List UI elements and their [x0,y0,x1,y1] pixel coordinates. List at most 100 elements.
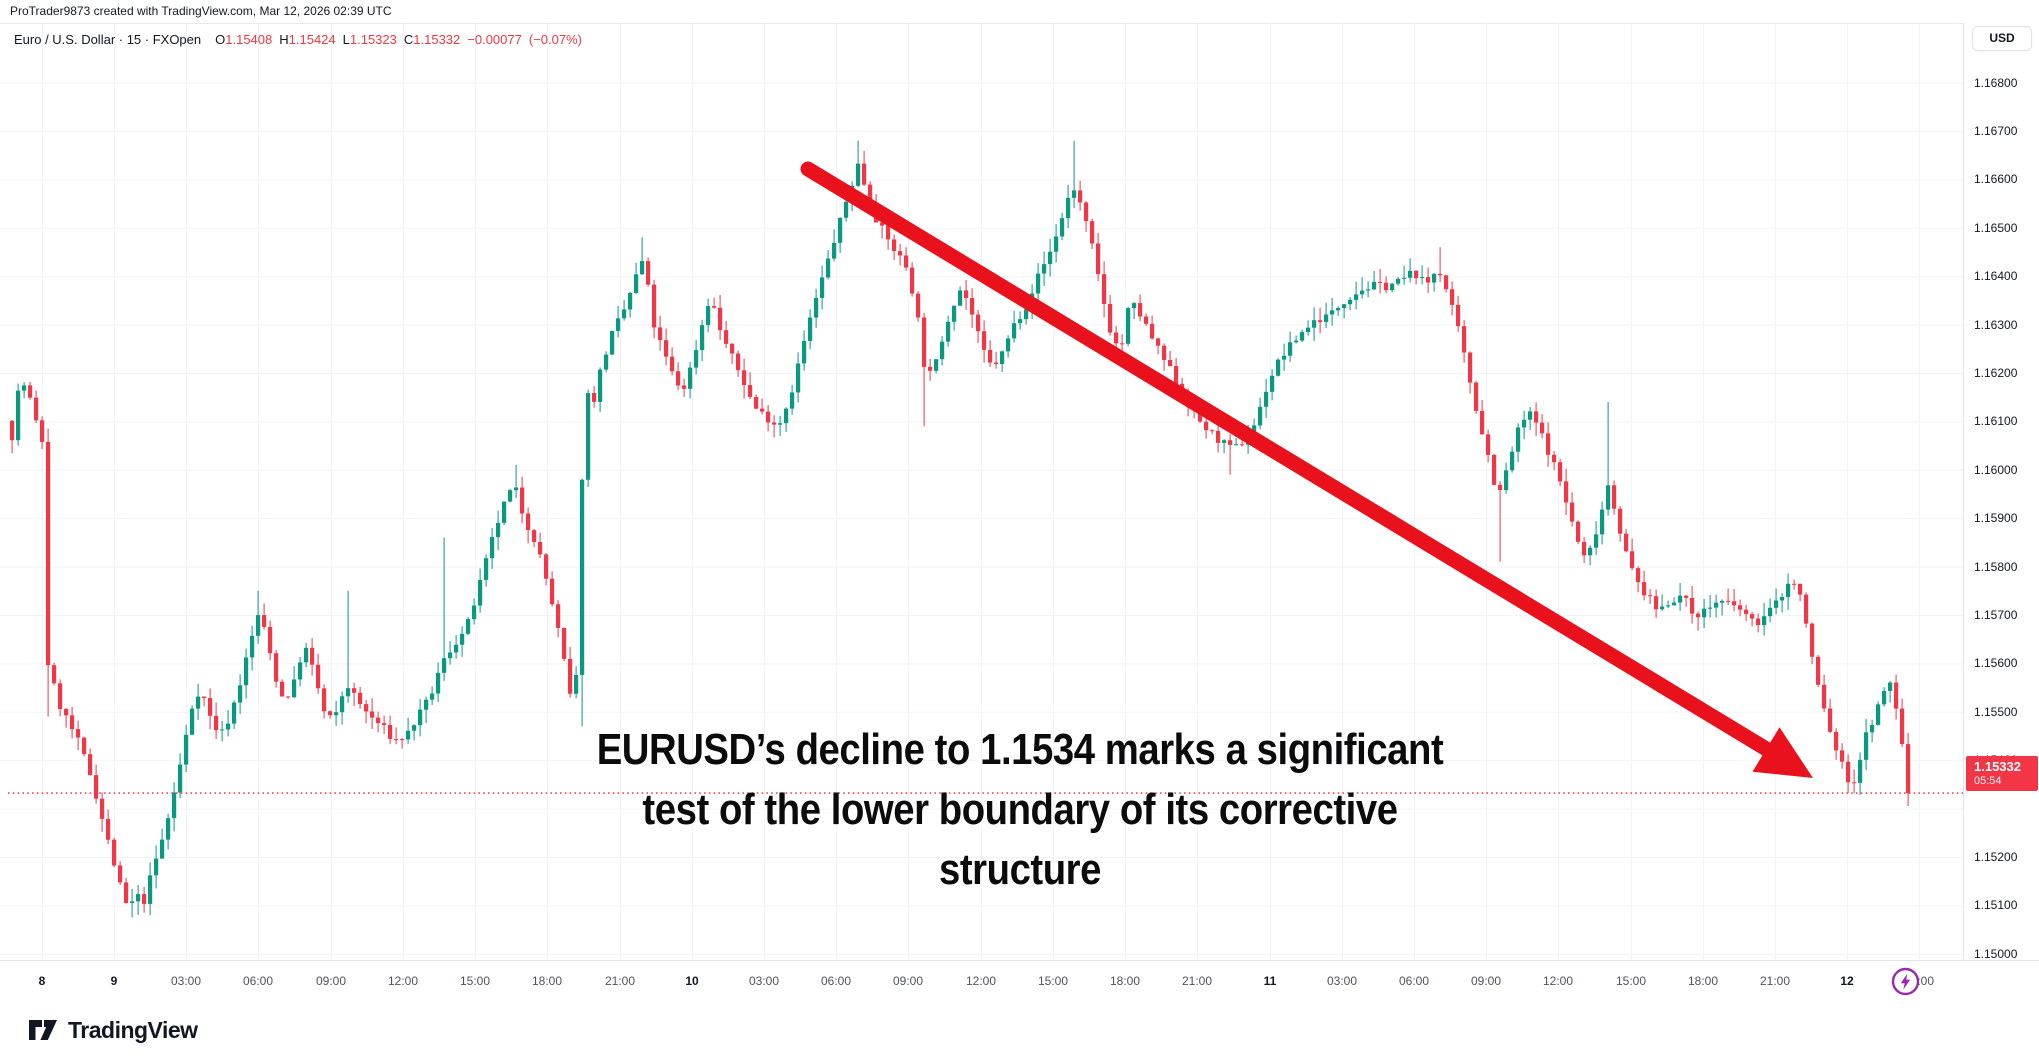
candle-body [988,349,993,363]
grid [0,23,1963,960]
time-tick: 03:00 [170,974,202,988]
candle-body [1510,451,1515,471]
candle-body [1504,470,1509,491]
candle-body [412,725,417,731]
price-tick: 1.15600 [1974,656,2018,671]
symbol-title[interactable]: Euro / U.S. Dollar · 15 · FXOpen [14,32,202,47]
candle-body [790,392,795,409]
candle-body [1108,303,1113,333]
candlestick-canvas[interactable] [0,23,2039,1002]
candle-body [1048,251,1053,265]
candle-body [1612,485,1617,509]
candle-body [1210,430,1215,432]
candle-body [964,290,969,299]
last-price-label: 1.15332 05:54 [1966,756,2038,791]
footer: TradingView [0,1002,2039,1059]
candle-body [112,839,117,866]
candle-body [802,340,807,364]
candle-body [580,479,585,675]
time-tick: 12:00 [965,974,997,988]
candle-body [1642,582,1647,596]
candle-body [460,633,465,645]
candle-body [220,729,225,731]
time-axis[interactable]: 8 9 03:00 06:00 09:00 12:00 15:00 18:00 21:00 10 0… [0,960,2039,1004]
candle-body [838,217,843,243]
close-label: C [403,32,414,47]
candle-body [28,385,33,398]
candle-body [1720,600,1725,603]
candle-body [496,522,501,538]
candle-body [1834,731,1839,751]
candle-body [604,354,609,370]
candle-body [592,393,597,402]
candle-body [694,350,699,368]
candle-body [490,537,495,559]
time-tick: 06:00 [242,974,274,988]
candle-body [1240,444,1245,446]
candle-body [940,341,945,360]
candle-body [1426,277,1431,283]
candle-body [202,696,207,699]
candle-body [1288,342,1293,356]
candle-body [94,775,99,799]
candle-body [1342,304,1347,309]
candle-body [976,314,981,332]
candle-body [670,356,675,372]
candle-body [910,267,915,294]
candle-body [916,293,921,318]
tradingview-logo[interactable]: TradingView [28,1016,198,1044]
trend-arrow[interactable] [800,161,1813,778]
candle-body [970,298,975,315]
candle-body [160,839,165,859]
candle-body [1318,320,1323,323]
candle-body [106,818,111,840]
candle-body [226,723,231,730]
time-tick: 11 [1263,974,1277,988]
candle-body [958,290,963,306]
candle-body [76,729,81,738]
chart-area[interactable]: Euro / U.S. Dollar · 15 · FXOpen O1.15408… [0,23,2039,1004]
candle-body [1600,509,1605,535]
time-tick: 03:00 [1326,974,1358,988]
time-tick: 8 [38,974,46,988]
candle-body [1624,533,1629,552]
candle-body [1204,421,1209,431]
candle-body [748,385,753,397]
candle-body [1804,594,1809,624]
candle-body [1270,375,1275,392]
candle-body [640,261,645,275]
flash-idea-icon[interactable] [1891,967,1920,996]
candle-body [1660,606,1665,610]
price-tick: 1.16400 [1974,269,2018,284]
candle-body [310,647,315,665]
candle-body [1066,197,1071,219]
currency-unit-button[interactable]: USD [1972,26,2032,51]
candle-body [652,284,657,328]
price-tick: 1.15000 [1974,946,2018,961]
candle-body [1000,351,1005,365]
candle-body [1654,596,1659,610]
symbol-legend[interactable]: Euro / U.S. Dollar · 15 · FXOpen O1.15408… [14,32,589,47]
candle-body [1144,316,1149,324]
candle-body [1876,704,1881,725]
candle-body [214,715,219,731]
candle-body [484,558,489,580]
candle-body [826,258,831,278]
price-axis[interactable]: USD 1.16800 1.16700 1.16600 1.16500 1.16400 1… [1963,23,2039,961]
candle-body [1324,314,1329,323]
candle-body [1570,502,1575,522]
candle-body [718,307,723,331]
bar-countdown: 05:54 [1974,775,2002,787]
candle-body [1264,391,1269,407]
candle-body [1096,243,1101,275]
candle-body [1846,761,1851,783]
candle-body [700,325,705,351]
time-tick: 10 [685,974,699,988]
candle-body [64,709,69,716]
candle-body [1468,352,1473,383]
candle-body [1330,310,1335,315]
candle-body [1618,508,1623,534]
candle-body [280,681,285,697]
candle-body [646,261,651,285]
candle-body [1024,309,1029,320]
